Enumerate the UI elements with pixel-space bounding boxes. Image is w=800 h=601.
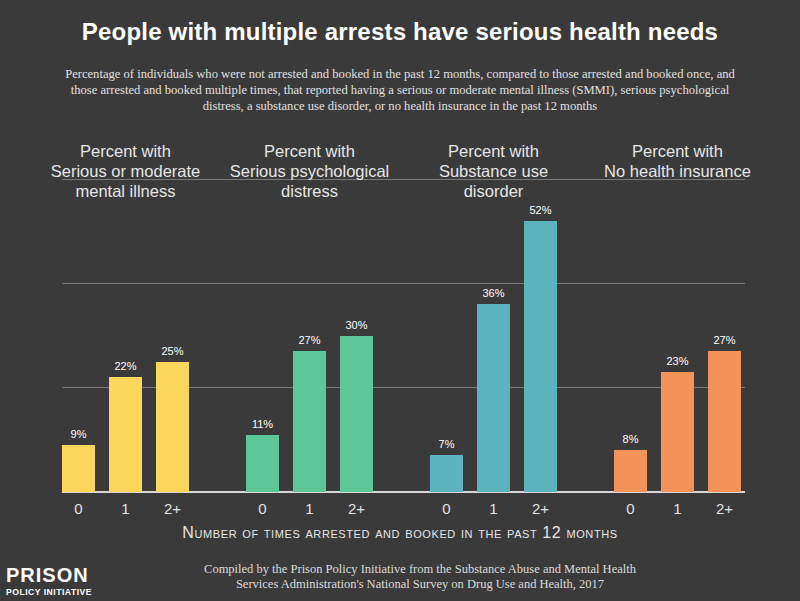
grid-line — [430, 283, 614, 284]
panel-title: Percent with No health insurance — [568, 141, 788, 181]
bar — [109, 377, 142, 492]
data-label: 8% — [599, 433, 662, 445]
source-note: Compiled by the Prison Policy Initiative… — [195, 562, 645, 592]
bar — [661, 372, 694, 492]
grid-line — [62, 387, 246, 388]
grid-line — [614, 283, 745, 284]
x-tick-label: 2+ — [146, 500, 199, 517]
data-label: 11% — [231, 418, 294, 430]
bar — [477, 304, 510, 492]
x-tick-label: 2+ — [514, 500, 567, 517]
x-tick-label: 1 — [283, 500, 336, 517]
data-label: 9% — [47, 428, 110, 440]
bar — [340, 336, 373, 493]
data-label: 52% — [509, 204, 572, 216]
bar — [430, 455, 463, 492]
logo-line: POLICY INITIATIVE — [6, 587, 92, 597]
x-tick-label: 1 — [99, 500, 152, 517]
x-tick-label: 2+ — [330, 500, 383, 517]
title: People with multiple arrests have seriou… — [0, 18, 800, 46]
x-tick-label: 2+ — [698, 500, 751, 517]
x-tick-label: 1 — [651, 500, 704, 517]
panel-title: Percent with Serious or moderate mental … — [16, 141, 236, 201]
grid-line — [62, 283, 246, 284]
data-label: 22% — [94, 360, 157, 372]
data-label: 25% — [141, 345, 204, 357]
data-label: 27% — [278, 334, 341, 346]
grid-line — [246, 387, 430, 388]
x-tick-label: 0 — [52, 500, 105, 517]
plot-area — [62, 179, 189, 492]
panel-title: Percent with Substance use disorder — [384, 141, 604, 201]
x-tick-label: 0 — [236, 500, 289, 517]
grid-line — [246, 283, 430, 284]
x-tick-label: 1 — [467, 500, 520, 517]
logo-line: PRISON — [6, 565, 89, 585]
data-label: 27% — [693, 334, 756, 346]
x-tick-label: 0 — [420, 500, 473, 517]
grid-line — [430, 387, 614, 388]
bar — [524, 221, 557, 492]
bar — [246, 435, 279, 492]
x-axis-label: Number of times arrested and booked in t… — [0, 524, 800, 542]
bar — [708, 351, 741, 492]
bar — [614, 450, 647, 492]
bar — [156, 362, 189, 492]
data-label: 30% — [325, 319, 388, 331]
panel-title: Percent with Serious psychological distr… — [200, 141, 420, 201]
bar — [293, 351, 326, 492]
data-label: 36% — [462, 287, 525, 299]
data-label: 23% — [646, 355, 709, 367]
chart-root: People with multiple arrests have seriou… — [0, 0, 800, 601]
x-tick-label: 0 — [604, 500, 657, 517]
data-label: 7% — [415, 438, 478, 450]
bar — [62, 445, 95, 492]
subtitle: Percentage of individuals who were not a… — [55, 66, 745, 114]
